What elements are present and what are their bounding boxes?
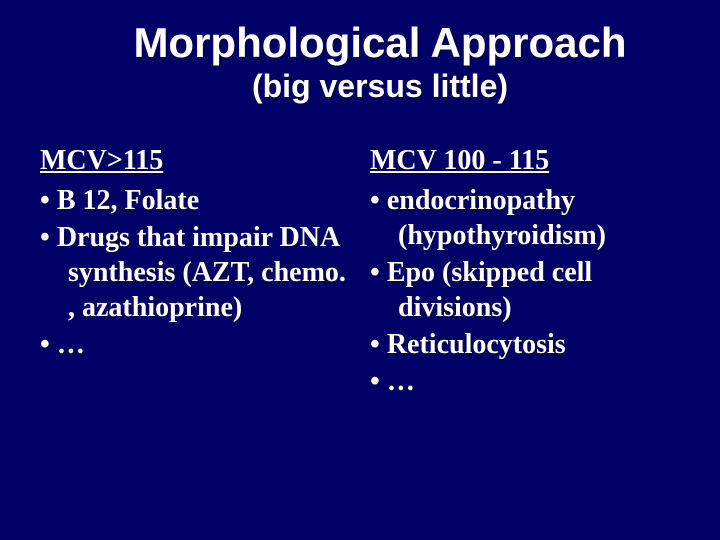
column-left: MCV>115 B 12, Folate Drugs that impair D… xyxy=(40,145,350,401)
column-heading: MCV 100 - 115 xyxy=(370,145,680,177)
list-item: Epo (skipped cell divisions) xyxy=(370,255,680,325)
column-heading: MCV>115 xyxy=(40,145,350,177)
list-item: … xyxy=(370,364,680,399)
slide: Morphological Approach (big versus littl… xyxy=(0,0,720,540)
bullet-list: endocrinopathy (hypothyroidism) Epo (ski… xyxy=(370,183,680,399)
list-item: Drugs that impair DNA synthesis (AZT, ch… xyxy=(40,220,350,325)
slide-subtitle: (big versus little) xyxy=(80,68,680,105)
slide-title: Morphological Approach xyxy=(80,20,680,66)
column-right: MCV 100 - 115 endocrinopathy (hypothyroi… xyxy=(370,145,680,401)
columns: MCV>115 B 12, Folate Drugs that impair D… xyxy=(40,145,680,401)
list-item: Reticulocytosis xyxy=(370,327,680,362)
list-item: … xyxy=(40,327,350,362)
title-block: Morphological Approach (big versus littl… xyxy=(40,20,680,105)
bullet-list: B 12, Folate Drugs that impair DNA synth… xyxy=(40,183,350,362)
list-item: endocrinopathy (hypothyroidism) xyxy=(370,183,680,253)
list-item: B 12, Folate xyxy=(40,183,350,218)
